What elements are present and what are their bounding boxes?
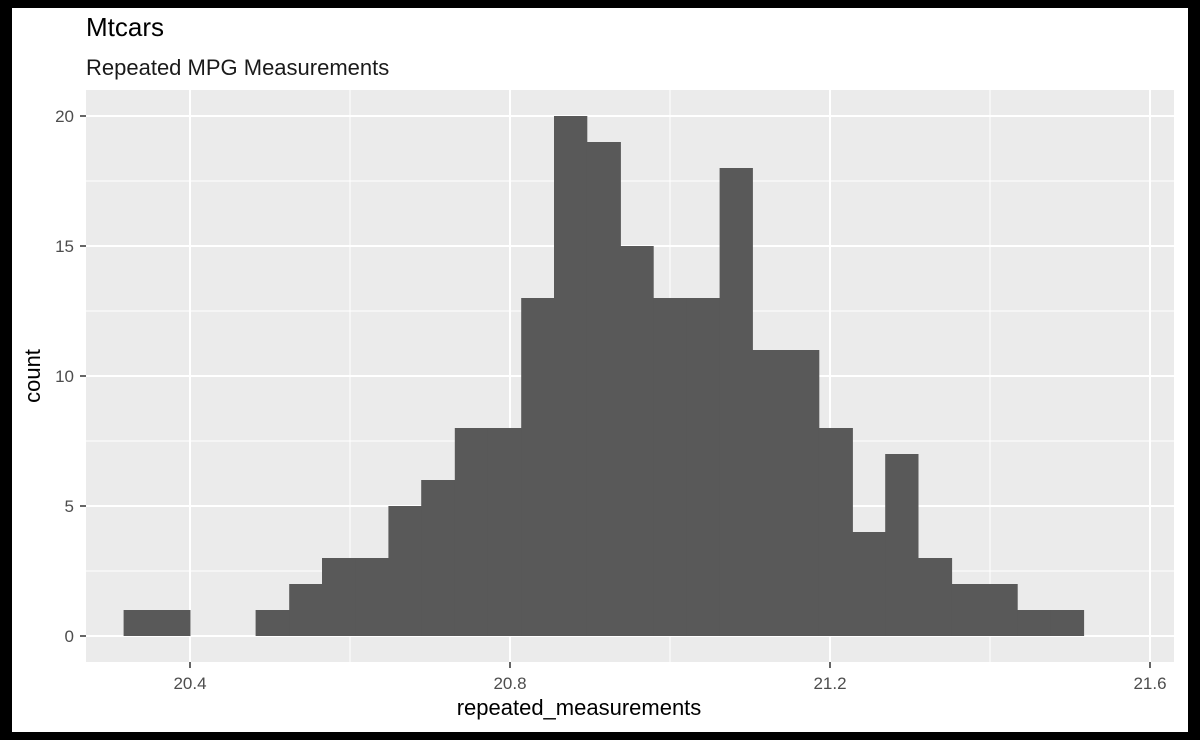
chart-subtitle: Repeated MPG Measurements (86, 55, 389, 80)
histogram-bars (123, 116, 1085, 636)
histogram-bar (786, 350, 820, 636)
histogram-bar (719, 168, 753, 636)
histogram-bar (918, 558, 953, 636)
histogram-bar (421, 480, 456, 636)
y-tick-label: 5 (65, 497, 74, 516)
histogram-bar (388, 506, 422, 636)
histogram-bar (156, 610, 191, 636)
histogram-bar (951, 584, 985, 636)
x-tick-label: 21.2 (813, 674, 846, 693)
x-tick-label: 21.6 (1133, 674, 1166, 693)
x-tick-label: 20.8 (493, 674, 526, 693)
histogram-bar (653, 298, 688, 636)
histogram-bar (686, 298, 721, 636)
y-tick-label: 15 (55, 237, 74, 256)
histogram-bar (818, 428, 853, 636)
histogram-bar (1017, 610, 1052, 636)
x-tick-label: 20.4 (173, 674, 206, 693)
x-axis-title: repeated_measurements (457, 695, 702, 720)
histogram-bar (355, 558, 389, 636)
y-axis-title: count (20, 349, 45, 403)
histogram-bar (554, 116, 588, 636)
histogram-bar (752, 350, 787, 636)
x-axis: 20.4 20.8 21.2 21.6 (173, 662, 1167, 693)
histogram-bar (1050, 610, 1085, 636)
histogram-bar (289, 584, 323, 636)
histogram-bar (620, 246, 654, 636)
histogram-bar (984, 584, 1018, 636)
histogram-bar (586, 142, 621, 636)
histogram-bar (487, 428, 522, 636)
histogram-bar (255, 610, 290, 636)
histogram-chart: Mtcars Repeated MPG Measurements 0 5 10 15 2… (20, 12, 1174, 720)
y-axis: 0 5 10 15 20 (55, 107, 86, 646)
y-tick-label: 0 (65, 627, 74, 646)
y-tick-label: 10 (55, 367, 74, 386)
histogram-bar (123, 610, 157, 636)
chart-title: Mtcars (86, 12, 164, 42)
histogram-bar (852, 532, 886, 636)
histogram-bar (521, 298, 555, 636)
histogram-bar (322, 558, 357, 636)
y-tick-label: 20 (55, 107, 74, 126)
histogram-bar (454, 428, 489, 636)
chart-frame: Mtcars Repeated MPG Measurements 0 5 10 15 2… (12, 8, 1188, 732)
histogram-bar (885, 454, 919, 636)
